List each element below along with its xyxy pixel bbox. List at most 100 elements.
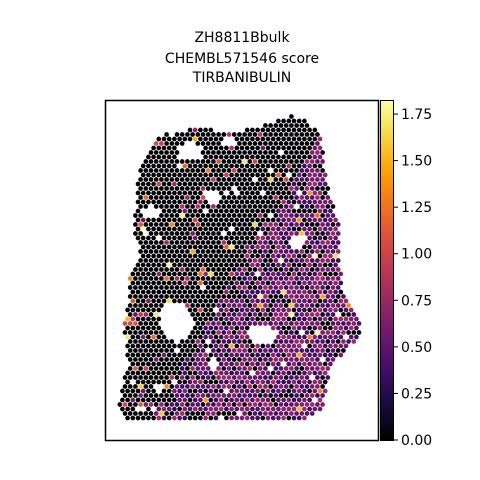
spot-marker: [216, 393, 221, 398]
spot-marker: [239, 163, 245, 169]
spot-marker: [164, 186, 169, 191]
spot-marker: [195, 384, 201, 389]
spot-marker: [213, 154, 219, 160]
spot-marker: [143, 402, 149, 407]
spot-marker: [231, 267, 237, 272]
spot-marker: [315, 168, 320, 173]
spot-marker: [231, 321, 237, 326]
spot-marker: [283, 177, 289, 182]
spot-marker: [354, 334, 359, 340]
spot-marker: [341, 348, 346, 353]
spot-marker: [312, 388, 318, 394]
spot-marker: [146, 172, 151, 178]
spot-marker: [218, 397, 224, 403]
spot-marker: [242, 249, 247, 254]
spot-marker: [172, 415, 177, 421]
spot-marker: [216, 186, 221, 191]
spot-marker: [200, 294, 206, 299]
spot-marker: [174, 294, 180, 299]
spot-marker: [296, 280, 302, 286]
spot-marker: [192, 235, 198, 241]
spot-marker: [213, 271, 219, 277]
spot-marker: [213, 181, 219, 187]
spot-marker: [226, 159, 232, 164]
spot-marker: [291, 190, 297, 196]
spot-marker: [283, 384, 289, 389]
spot-marker: [200, 159, 206, 164]
spot-marker: [302, 316, 307, 322]
spot-marker: [216, 249, 221, 254]
spot-marker: [224, 397, 229, 403]
spot-marker: [195, 402, 201, 407]
spot-marker: [192, 361, 198, 367]
spot-marker: [281, 217, 286, 223]
spot-marker: [283, 402, 289, 407]
spot-marker: [198, 370, 203, 376]
spot-marker: [276, 199, 281, 205]
spot-marker: [289, 285, 294, 290]
spot-marker: [263, 321, 268, 326]
spot-marker: [174, 132, 180, 137]
spot-marker: [281, 307, 286, 313]
spot-marker: [174, 276, 180, 281]
spot-marker: [229, 163, 234, 169]
spot-marker: [315, 393, 320, 398]
spot-marker: [257, 168, 263, 173]
spot-marker: [322, 172, 328, 178]
spot-marker: [164, 168, 169, 173]
spot-marker: [182, 361, 188, 367]
spot-marker: [270, 415, 276, 421]
spot-marker: [257, 150, 263, 155]
spot-marker: [182, 397, 188, 403]
spot-marker: [151, 334, 156, 340]
spot-marker: [151, 388, 156, 394]
spot-marker: [187, 172, 193, 178]
spot-marker: [291, 334, 297, 340]
spot-marker: [148, 285, 154, 290]
spot-marker: [289, 114, 294, 119]
spot-marker: [307, 262, 312, 268]
spot-marker: [192, 289, 198, 295]
spot-marker: [302, 145, 307, 151]
spot-marker: [255, 253, 260, 259]
spot-marker: [299, 321, 305, 326]
spot-marker: [133, 222, 138, 227]
spot-marker: [330, 321, 336, 326]
spot-marker: [146, 226, 151, 232]
spot-marker: [252, 141, 258, 146]
spot-marker: [341, 303, 346, 308]
spot-marker: [270, 190, 276, 196]
spot-marker: [185, 186, 190, 191]
spot-marker: [135, 298, 141, 304]
spot-marker: [216, 348, 221, 353]
spot-marker: [335, 294, 341, 299]
spot-marker: [320, 321, 325, 326]
spot-marker: [291, 325, 297, 331]
spot-marker: [247, 384, 253, 389]
spot-marker: [317, 226, 323, 232]
spot-marker: [299, 303, 305, 308]
spot-marker: [312, 145, 318, 151]
spot-marker: [211, 231, 216, 236]
spot-marker: [231, 159, 237, 164]
spot-marker: [317, 181, 323, 187]
spot-marker: [234, 235, 240, 241]
spot-marker: [151, 397, 156, 403]
spot-marker: [221, 321, 227, 326]
spot-marker: [302, 154, 307, 160]
spot-marker: [140, 307, 146, 313]
spot-marker: [317, 271, 323, 277]
spot-marker: [224, 199, 229, 205]
spot-marker: [268, 258, 273, 263]
spot-marker: [286, 271, 292, 277]
spot-marker: [250, 406, 255, 412]
spot-marker: [218, 334, 224, 340]
spot-marker: [190, 249, 195, 254]
spot-marker: [211, 186, 216, 191]
spot-marker: [276, 289, 281, 295]
spot-marker: [307, 235, 312, 241]
spot-marker: [195, 294, 201, 299]
spot-marker: [164, 366, 169, 371]
spot-marker: [312, 181, 318, 187]
